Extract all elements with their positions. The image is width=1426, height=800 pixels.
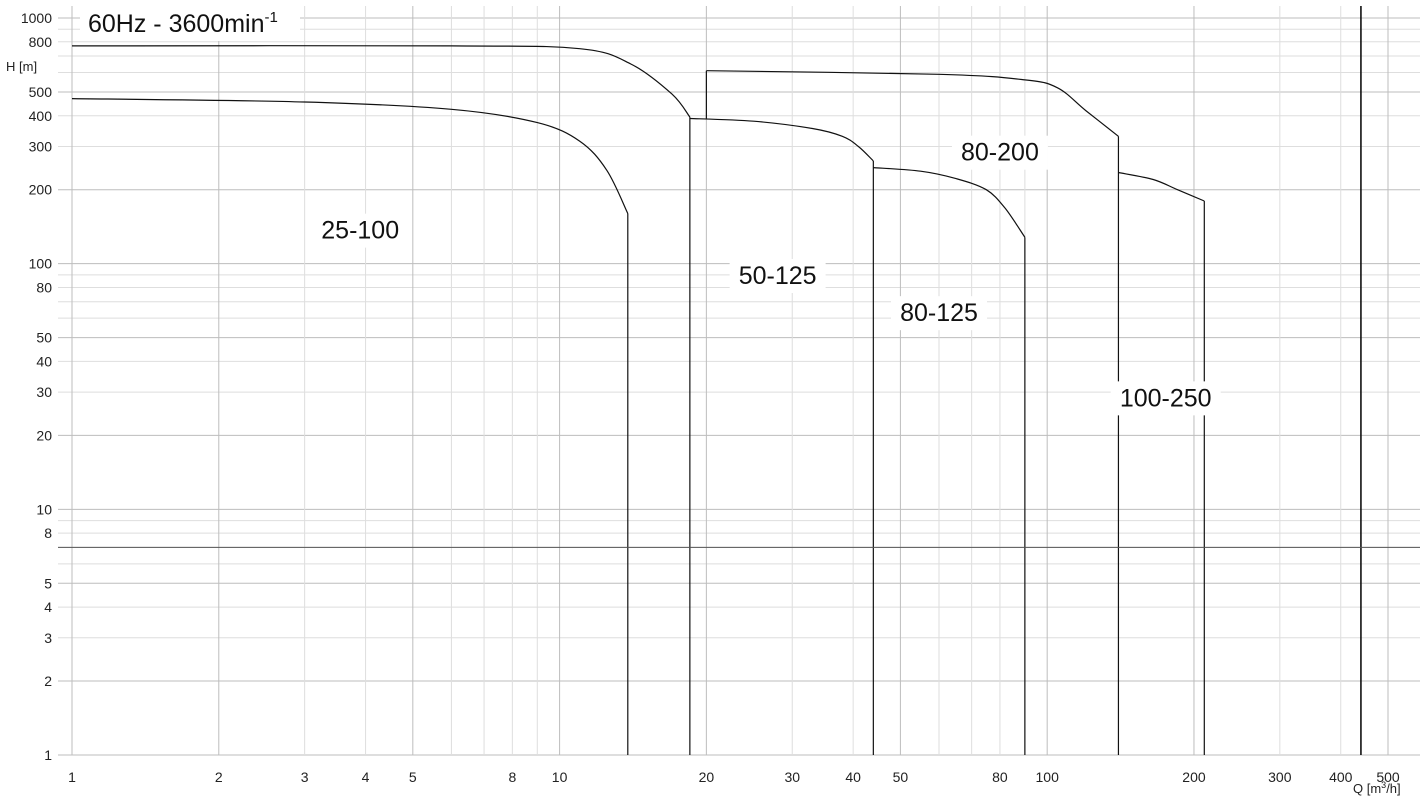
series-label-100-250: 100-250 [1120,384,1212,412]
curve-50-125 [689,117,874,162]
x-tick-label: 20 [699,769,715,785]
y-tick-label: 400 [29,108,53,124]
reference-lines-layer [58,6,1420,755]
series-label-50-125: 50-125 [739,262,817,290]
y-tick-label: 1000 [21,10,52,26]
x-tick-label: 8 [508,769,516,785]
curve-80-200 [71,45,691,118]
series-label-25-100: 25-100 [321,217,399,245]
x-tick-label: 5 [409,769,417,785]
y-tick-label: 20 [36,427,52,443]
y-tick-label: 2 [44,673,52,689]
y-tick-label: 30 [36,384,52,400]
y-tick-label: 4 [44,599,52,615]
svg-text:60Hz - 3600min-1: 60Hz - 3600min-1 [88,9,278,38]
chart-title: 60Hz - 3600min-1 [80,3,300,41]
y-tick-label: 5 [44,575,52,591]
curve-100-250 [1118,171,1205,202]
x-tick-label: 80 [992,769,1008,785]
x-axis-label: Q [m3/h] [1353,780,1401,796]
series-label-bg [951,135,1048,170]
series-label-bg [729,259,826,294]
x-tick-label: 40 [845,769,861,785]
y-tick-label: 200 [29,182,53,198]
y-axis-label: H [m] [6,59,37,74]
x-axis-label-end: /h] [1386,781,1400,796]
chart-title-superscript: -1 [264,9,277,26]
y-tick-label: 80 [36,279,52,295]
x-tick-label: 300 [1268,769,1292,785]
y-tick-label: 100 [29,256,53,272]
y-tick-label: 8 [44,525,52,541]
x-tick-label: 10 [552,769,568,785]
grid-layer [58,6,1420,756]
series-label-bg [891,296,988,331]
curve-80-200 [706,70,1119,137]
y-tick-label: 800 [29,34,53,50]
x-tick-label: 500 [1376,769,1400,785]
curve-80-125 [873,167,1026,238]
series-label-80-200: 80-200 [961,139,1039,167]
x-tick-label: 50 [893,769,909,785]
x-tick-label: 1 [68,769,76,785]
y-tick-label: 50 [36,330,52,346]
performance-curves-layer [71,45,1205,755]
x-tick-label: 400 [1329,769,1353,785]
tick-labels-layer: 1000 800 500 400 300 200 100 80 50 40 30 20 10 8 5 4 3 2 1… [21,10,1400,785]
y-tick-label: 1 [44,747,52,763]
y-tick-label: 40 [36,353,52,369]
curve-25-100 [71,98,629,214]
x-tick-label: 100 [1036,769,1060,785]
x-tick-label: 3 [301,769,309,785]
x-tick-label: 30 [784,769,800,785]
y-tick-label: 3 [44,630,52,646]
x-tick-label: 4 [362,769,370,785]
y-tick-label: 500 [29,84,53,100]
x-tick-label: 2 [215,769,223,785]
x-axis-label-text: Q [m [1353,781,1381,796]
series-label-80-125: 80-125 [900,299,978,327]
chart-title-text: 60Hz - 3600min [88,10,264,38]
series-label-bg [312,213,409,248]
x-axis-label-sup: 3 [1381,780,1386,790]
series-label-bg [1110,381,1221,416]
x-tick-label: 200 [1182,769,1206,785]
y-tick-label: 10 [36,501,52,517]
y-tick-label: 300 [29,138,53,154]
series-labels-layer: 25-100 50-125 80-125 80-200 100-250 [312,135,1221,416]
